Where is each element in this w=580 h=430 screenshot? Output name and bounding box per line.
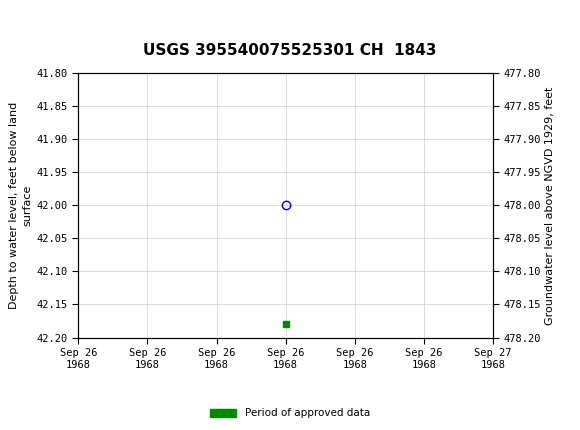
- Text: ≡USGS: ≡USGS: [10, 10, 86, 30]
- Y-axis label: Depth to water level, feet below land
surface: Depth to water level, feet below land su…: [9, 102, 32, 309]
- Text: USGS 395540075525301 CH  1843: USGS 395540075525301 CH 1843: [143, 43, 437, 58]
- Legend: Period of approved data: Period of approved data: [206, 404, 374, 423]
- Y-axis label: Groundwater level above NGVD 1929, feet: Groundwater level above NGVD 1929, feet: [545, 86, 555, 325]
